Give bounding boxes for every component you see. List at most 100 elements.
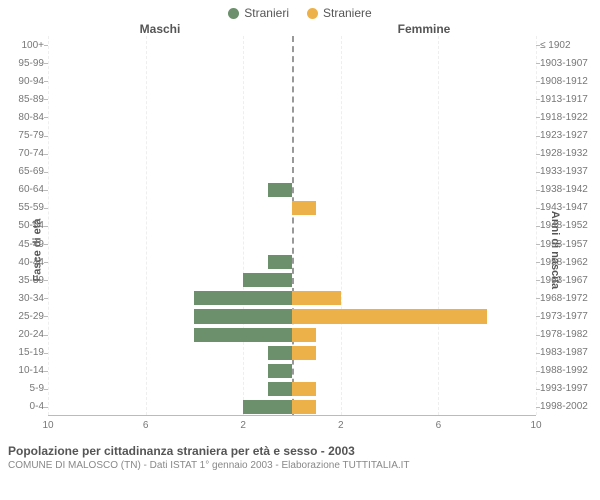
age-label: 100+ [8,40,44,51]
age-row: 65-691933-1937 [48,163,536,181]
x-tick-label: 10 [42,420,53,431]
x-tick-label: 2 [240,420,246,431]
legend-label-male: Stranieri [244,6,289,20]
birth-label: 1923-1927 [540,130,592,141]
chart-title: Popolazione per cittadinanza straniera p… [8,444,592,458]
birth-label: 1933-1937 [540,166,592,177]
rows-container: 100+≤ 190295-991903-190790-941908-191285… [48,36,536,416]
age-row: 15-191983-1987 [48,344,536,362]
age-row: 40-441958-1962 [48,253,536,271]
birth-label: 1988-1992 [540,365,592,376]
bar-male [268,382,292,396]
age-label: 95-99 [8,58,44,69]
bar-female [292,346,316,360]
birth-label: 1943-1947 [540,202,592,213]
header-female: Femmine [292,22,536,36]
birth-label: 1993-1997 [540,383,592,394]
bar-male [194,309,292,323]
bar-female [292,291,341,305]
birth-label: 1903-1907 [540,58,592,69]
birth-label: 1998-2002 [540,401,592,412]
age-row: 5-91993-1997 [48,380,536,398]
age-row: 75-791923-1927 [48,126,536,144]
age-label: 15-19 [8,347,44,358]
age-label: 10-14 [8,365,44,376]
age-row: 60-641938-1942 [48,181,536,199]
column-headers: Maschi Femmine [48,22,536,36]
age-row: 20-241978-1982 [48,326,536,344]
age-label: 30-34 [8,293,44,304]
age-label: 35-39 [8,275,44,286]
age-label: 75-79 [8,130,44,141]
birth-label: 1973-1977 [540,311,592,322]
age-label: 0-4 [8,401,44,412]
legend-item-female: Straniere [307,6,372,20]
bar-male [268,364,292,378]
age-label: 90-94 [8,76,44,87]
age-row: 50-541948-1952 [48,217,536,235]
bar-female [292,328,316,342]
age-label: 60-64 [8,184,44,195]
age-label: 85-89 [8,94,44,105]
bar-female [292,309,487,323]
bar-male [194,291,292,305]
x-tick-label: 6 [143,420,149,431]
chart-footer: Popolazione per cittadinanza straniera p… [0,440,600,471]
bar-male [268,255,292,269]
age-row: 25-291973-1977 [48,307,536,325]
age-label: 65-69 [8,166,44,177]
female-swatch [307,8,318,19]
bar-male [194,328,292,342]
male-swatch [228,8,239,19]
age-row: 95-991903-1907 [48,54,536,72]
bar-male [243,273,292,287]
bar-male [243,400,292,414]
birth-label: 1958-1962 [540,257,592,268]
birth-label: 1913-1917 [540,94,592,105]
pyramid-chart: Stranieri Straniere Maschi Femmine Fasce… [0,0,600,500]
age-row: 30-341968-1972 [48,289,536,307]
age-row: 0-41998-2002 [48,398,536,416]
age-row: 80-841918-1922 [48,108,536,126]
birth-label: 1908-1912 [540,76,592,87]
birth-label: 1918-1922 [540,112,592,123]
age-row: 55-591943-1947 [48,199,536,217]
age-row: 70-741928-1932 [48,145,536,163]
bar-male [268,183,292,197]
age-row: 100+≤ 1902 [48,36,536,54]
x-tick-label: 10 [530,420,541,431]
legend: Stranieri Straniere [0,0,600,22]
plot-area: 100+≤ 190295-991903-190790-941908-191285… [48,36,536,416]
legend-label-female: Straniere [323,6,372,20]
birth-label: ≤ 1902 [540,40,592,51]
birth-label: 1983-1987 [540,347,592,358]
age-label: 20-24 [8,329,44,340]
age-row: 85-891913-1917 [48,90,536,108]
x-axis: 10622610 [48,416,536,440]
birth-label: 1928-1932 [540,148,592,159]
age-row: 45-491953-1957 [48,235,536,253]
header-male: Maschi [48,22,292,36]
age-label: 45-49 [8,239,44,250]
birth-label: 1978-1982 [540,329,592,340]
bar-male [268,346,292,360]
legend-item-male: Stranieri [228,6,289,20]
age-label: 40-44 [8,257,44,268]
chart-subtitle: COMUNE DI MALOSCO (TN) - Dati ISTAT 1° g… [8,460,592,471]
birth-label: 1948-1952 [540,220,592,231]
age-label: 80-84 [8,112,44,123]
age-label: 5-9 [8,383,44,394]
x-tick-label: 6 [436,420,442,431]
birth-label: 1938-1942 [540,184,592,195]
birth-label: 1953-1957 [540,239,592,250]
age-label: 55-59 [8,202,44,213]
age-label: 70-74 [8,148,44,159]
birth-label: 1968-1972 [540,293,592,304]
age-row: 10-141988-1992 [48,362,536,380]
age-row: 90-941908-1912 [48,72,536,90]
age-label: 50-54 [8,220,44,231]
age-row: 35-391963-1967 [48,271,536,289]
bar-female [292,400,316,414]
x-tick-label: 2 [338,420,344,431]
bar-female [292,382,316,396]
